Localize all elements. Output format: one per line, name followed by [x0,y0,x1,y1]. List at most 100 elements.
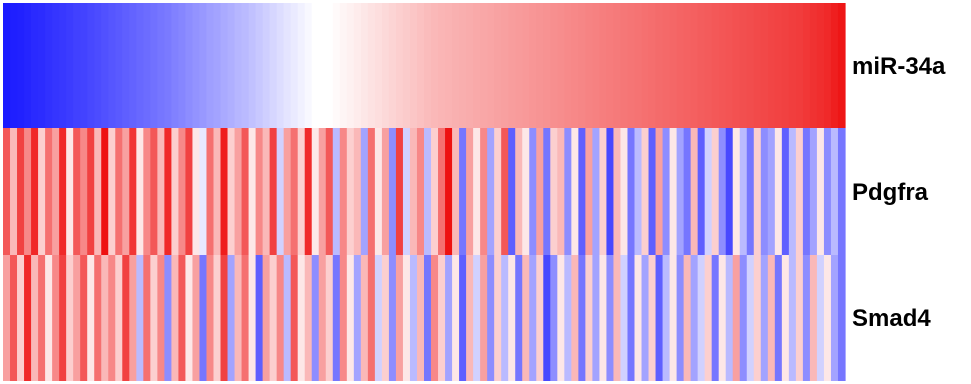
heatmap-cell [325,3,334,128]
heatmap-cell [290,255,299,381]
heatmap-cell [459,128,467,255]
heatmap-cell [655,255,664,381]
heatmap-cell [164,3,172,128]
heatmap-cell [136,255,144,381]
heatmap-cell [339,3,348,128]
heatmap-cell [17,128,25,255]
heatmap-cell [795,128,804,255]
heatmap-cell [3,3,11,128]
heatmap-cell [508,3,516,128]
heatmap-cell [641,255,650,381]
heatmap-cell [283,128,292,255]
heatmap-cell [185,255,194,381]
heatmap-cell [550,128,558,255]
heatmap-cell [416,3,425,128]
heatmap-cell [697,3,706,128]
heatmap-cell [395,128,404,255]
heatmap-cell [325,128,334,255]
heatmap-cell [395,255,404,381]
heatmap-cell [711,255,720,381]
heatmap-cell [620,128,629,255]
heatmap-cell [662,255,671,381]
heatmap-cell [45,255,53,381]
heatmap-cell [360,255,369,381]
heatmap-cell [66,128,74,255]
heatmap-cell [487,255,495,381]
heatmap-cell [80,3,88,128]
heatmap-cell [283,255,292,381]
heatmap-cell [613,128,622,255]
heatmap-cell [297,128,306,255]
heatmap-cell [129,255,137,381]
heatmap-cell [620,255,629,381]
heatmap-cell [543,3,551,128]
heatmap-cell [830,3,839,128]
heatmap-cell [711,3,720,128]
heatmap-cell [809,128,818,255]
heatmap-cell [431,128,439,255]
heatmap-cell [438,3,446,128]
heatmap-cell [529,255,537,381]
heatmap-cell [52,255,60,381]
heatmap-cell [599,128,608,255]
heatmap-cell [150,128,158,255]
heatmap-cell [718,255,727,381]
heatmap-cell [480,128,488,255]
heatmap-cell [402,128,411,255]
heatmap-cell [17,3,25,128]
heatmap-cell [234,3,243,128]
heatmap-cell [753,3,762,128]
heatmap-cell [171,255,180,381]
heatmap-cell [276,128,285,255]
heatmap-cell [150,3,158,128]
heatmap-cell [809,3,818,128]
heatmap-cell [543,128,551,255]
heatmap-cell [367,255,376,381]
heatmap-cell [164,255,172,381]
heatmap-cell [262,128,271,255]
heatmap-cell [94,3,102,128]
heatmap-cell [599,255,608,381]
heatmap-cell [269,128,278,255]
heatmap-cell [557,128,565,255]
heatmap-cell [466,255,474,381]
heatmap-cell [409,255,418,381]
heatmap-cell [388,3,397,128]
heatmap-cell [227,3,236,128]
heatmap-cell [746,128,755,255]
heatmap-cell [24,128,32,255]
heatmap-cell [830,128,839,255]
heatmap-cell [24,3,32,128]
heatmap-cell [157,128,165,255]
heatmap-cell [59,255,67,381]
heatmap-cell [732,128,741,255]
heatmap-cell [746,3,755,128]
heatmap-cell [508,255,516,381]
heatmap-cell [676,128,685,255]
heatmap-cell [409,128,418,255]
heatmap-cell [578,255,586,381]
heatmap-cell [739,255,748,381]
heatmap-cell [206,255,215,381]
heatmap-cell [536,255,544,381]
heatmap-cell [578,128,586,255]
heatmap-cell [697,128,706,255]
heatmap-cell [830,255,839,381]
heatmap-cell [360,128,369,255]
heatmap-cell [732,255,741,381]
heatmap-cell [732,3,741,128]
heatmap-cell [739,3,748,128]
heatmap-cell [676,255,685,381]
heatmap-cell [529,128,537,255]
heatmap-cell [192,255,201,381]
heatmap-cell [606,255,615,381]
heatmap-cell [767,128,776,255]
heatmap-cell [101,255,109,381]
heatmap-cell [599,3,608,128]
heatmap-cell [438,128,446,255]
heatmap-cell [388,255,397,381]
heatmap-cell [424,128,432,255]
row-label-pdgfra: Pdgfra [852,179,929,206]
heatmap-cell [269,3,278,128]
heatmap-cell [809,255,818,381]
